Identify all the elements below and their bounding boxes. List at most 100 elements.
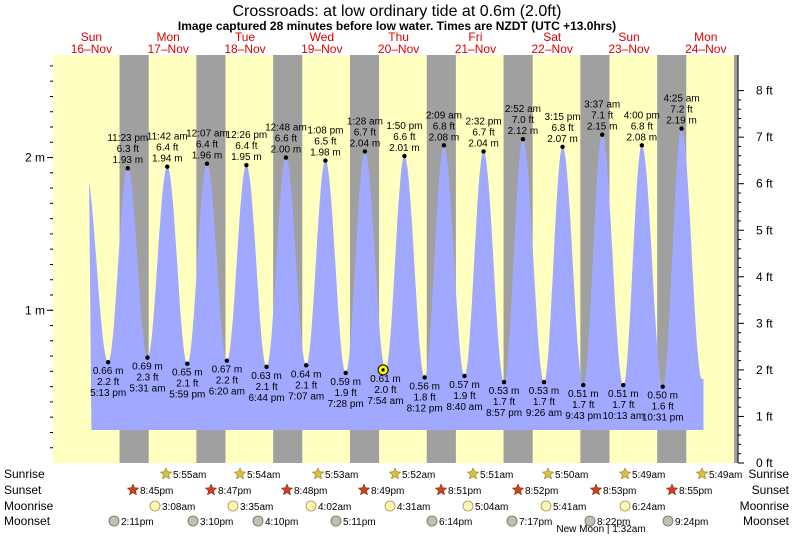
high-tide-meters: 2.08 m <box>429 132 460 143</box>
low-tide-feet: 2.0 ft <box>374 385 396 396</box>
low-tide-feet: 2.1 ft <box>176 379 198 390</box>
low-tide-point <box>422 375 427 380</box>
moonset-time: 8:22pm <box>597 517 630 528</box>
high-tide-point <box>125 166 131 171</box>
high-tide-time: 12:48 am <box>265 123 307 134</box>
day-date: 18–Nov <box>224 42 265 56</box>
high-tide-time: 2:09 am <box>426 110 462 121</box>
sunset-star-icon <box>204 483 218 496</box>
left-axis-label: 2 m <box>25 151 45 165</box>
sunset-star-icon <box>126 483 140 496</box>
low-tide-meters: 0.66 m <box>93 366 124 377</box>
moonrise-time: 4:02am <box>318 502 351 513</box>
astro-rows: Sunrise Sunrise Sunset Sunset Moonrise Moonri… <box>4 467 790 535</box>
low-tide-feet: 1.7 ft <box>533 397 555 408</box>
day-name: Mon <box>157 30 180 44</box>
row-label-right: Moonrise <box>740 499 790 513</box>
moonrise-time: 3:35am <box>240 502 273 513</box>
moonset-time: 4:10pm <box>265 517 298 528</box>
low-tide-time: 5:13 pm <box>90 388 126 399</box>
low-tide-meters: 0.59 m <box>330 377 361 388</box>
sunrise-star-icon <box>618 467 632 480</box>
high-tide-meters: 2.04 m <box>350 138 381 149</box>
day-name: Thu <box>388 30 409 44</box>
day-date: 19–Nov <box>301 42 342 56</box>
high-tide-point <box>402 153 407 159</box>
day-date: 23–Nov <box>608 42 649 56</box>
high-tide-meters: 1.94 m <box>152 154 183 165</box>
moonrise-icon <box>540 500 552 512</box>
right-axis-label: 2 ft <box>756 363 773 377</box>
sunrise-star-icon <box>159 467 173 480</box>
day-name: Sun <box>81 30 102 44</box>
day-labels: Sun16–NovMon17–NovTue18–NovWed19–NovThu2… <box>71 30 727 56</box>
sunset-time: 8:48pm <box>294 486 327 497</box>
low-tide-point <box>304 363 309 368</box>
low-tide-time: 6:44 pm <box>249 393 285 404</box>
moonrise-icon <box>384 500 396 512</box>
day-name: Tue <box>235 30 256 44</box>
high-tide-feet: 6.5 ft <box>314 137 336 148</box>
sunset-time: 8:52pm <box>525 486 558 497</box>
moonrise-icon <box>462 500 474 512</box>
low-tide-meters: 0.53 m <box>529 386 560 397</box>
high-tide-feet: 7.0 ft <box>512 115 534 126</box>
high-tide-feet: 6.6 ft <box>393 132 415 143</box>
sunset-time: 8:55pm <box>679 486 712 497</box>
axes: 0 ft 1 ft 2 ft 3 ft 4 ft 5 ft 6 ft 7 ft 8 ft 1 m 2… <box>25 55 773 470</box>
low-tide-time: 7:54 am <box>367 396 403 407</box>
low-tide-point <box>541 379 547 385</box>
low-tide-meters: 0.64 m <box>291 369 322 380</box>
moonset-icon <box>252 515 264 527</box>
sunrise-time: 5:49am <box>632 470 665 481</box>
sunrise-time: 5:49am <box>709 470 742 481</box>
right-axis-label: 0 ft <box>756 456 773 470</box>
low-tide-meters: 0.57 m <box>449 380 480 391</box>
row-label-left: Sunset <box>4 483 42 497</box>
low-tide-meters: 0.51 m <box>568 389 599 400</box>
low-tide-point <box>343 370 348 376</box>
high-tide-time: 4:25 am <box>663 94 699 105</box>
day-name: Sun <box>618 30 639 44</box>
high-tide-meters: 2.07 m <box>547 134 578 145</box>
low-tide-feet: 2.1 ft <box>295 380 317 391</box>
sunset-star-icon <box>280 483 294 496</box>
high-tide-meters: 2.19 m <box>666 116 697 127</box>
moonrise-icon <box>619 500 631 512</box>
high-tide-meters: 2.04 m <box>468 138 499 149</box>
high-tide-time: 3:15 pm <box>544 112 580 123</box>
high-tide-point <box>560 144 565 150</box>
high-tide-feet: 6.8 ft <box>551 123 573 134</box>
sunrise-star-icon <box>233 467 247 480</box>
low-tide-meters: 0.63 m <box>251 371 282 382</box>
day-date: 20–Nov <box>378 42 419 56</box>
low-tide-feet: 1.6 ft <box>652 402 674 413</box>
sunset-time: 8:51pm <box>448 486 481 497</box>
low-tide-feet: 1.9 ft <box>335 388 357 399</box>
low-tide-point <box>145 355 150 360</box>
right-axis-label: 4 ft <box>756 270 773 284</box>
row-label-left: Moonset <box>4 514 51 528</box>
high-tide-point <box>679 126 684 131</box>
row-label-left: Sunrise <box>4 467 45 481</box>
low-tide-meters: 0.69 m <box>132 362 163 373</box>
day-date: 17–Nov <box>148 42 189 56</box>
day-date: 22–Nov <box>532 42 573 56</box>
high-tide-time: 4:00 pm <box>624 110 660 121</box>
row-label-right: Sunrise <box>748 467 789 481</box>
moonset-time: 5:11pm <box>343 517 376 528</box>
moonrise-time: 5:41am <box>553 502 586 513</box>
day-date: 16–Nov <box>71 42 112 56</box>
high-tide-time: 2:32 pm <box>465 116 501 127</box>
low-tide-feet: 2.3 ft <box>136 373 158 384</box>
moon-phase-note: New Moon | 1:32am <box>556 524 645 535</box>
right-axis-label: 1 ft <box>756 409 773 423</box>
high-tide-feet: 6.4 ft <box>196 140 218 151</box>
sunset-star-icon <box>434 483 448 496</box>
sunset-time: 8:47pm <box>218 486 251 497</box>
low-tide-time: 8:57 pm <box>486 408 522 419</box>
night-band <box>733 55 738 463</box>
chart-title: Crossroads: at low ordinary tide at 0.6m… <box>232 3 561 20</box>
high-tide-point <box>323 158 328 163</box>
